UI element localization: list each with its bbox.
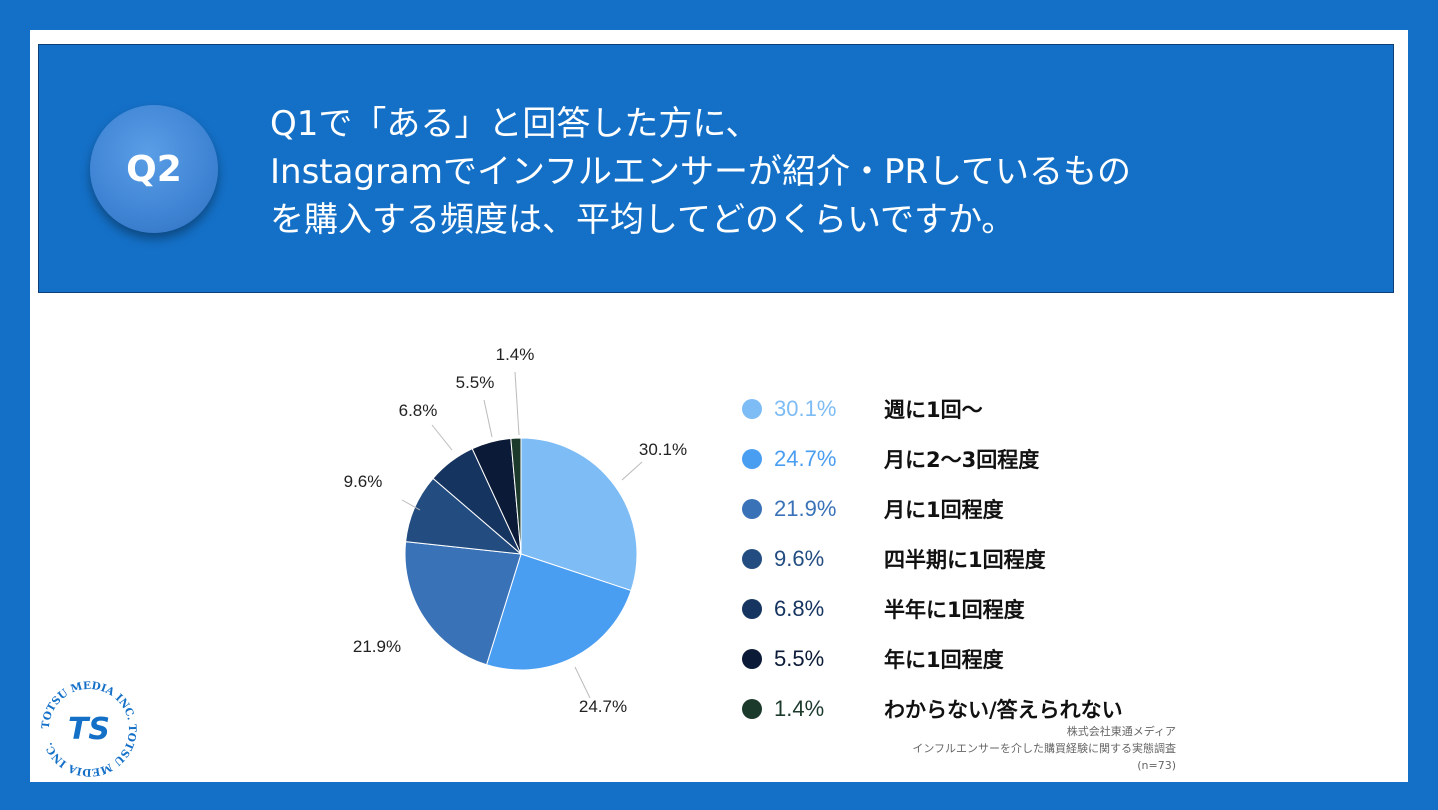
legend-swatch [742,599,762,619]
legend-item: 6.8% 半年に1回程度 [742,584,1202,634]
source-company: 株式会社東通メディア [1066,725,1176,738]
legend-item: 9.6% 四半期に1回程度 [742,534,1202,584]
source-survey: インフルエンサーを介した購買経験に関する実態調査 [912,742,1176,755]
legend-item: 1.4% わからない/答えられない [742,684,1202,734]
leader-line [483,399,493,438]
slice-label: 1.4% [496,345,535,364]
slice-label: 30.1% [639,440,687,459]
source-note: 株式会社東通メディア インフルエンサーを介した購買経験に関する実態調査 (n=7… [912,723,1176,774]
legend-percent: 30.1% [774,396,837,421]
legend-label: 四半期に1回程度 [884,548,1046,572]
legend-percent: 1.4% [774,696,825,721]
legend-swatch [742,699,762,719]
legend-swatch [742,399,762,419]
slice-label: 6.8% [399,401,438,420]
legend-swatch [742,649,762,669]
legend-label: 週に1回〜 [884,398,983,422]
pie-slice [485,553,632,671]
pie-slice [510,437,522,555]
source-sample-size: (n=73) [1137,759,1176,772]
legend-label: 月に1回程度 [884,498,1004,522]
legend-swatch [742,549,762,569]
legend-item: 30.1% 週に1回〜 [742,384,1202,434]
pie-slice [520,437,638,592]
question-line-1: Q1で「ある」と回答した方に、 [270,104,760,144]
question-line-3: を購入する頻度は、平均してどのくらいですか。 [270,200,1016,240]
question-header [38,44,1394,293]
legend-item: 21.9% 月に1回程度 [742,484,1202,534]
leader-line [431,424,453,451]
legend-label: 月に2〜3回程度 [884,448,1040,472]
legend-percent: 6.8% [774,596,825,621]
legend-item: 24.7% 月に2〜3回程度 [742,434,1202,484]
legend-label: わからない/答えられない [884,698,1123,722]
pie-slice [404,541,522,666]
leader-line [574,666,591,699]
totsu-media-logo: TOTSU MEDIA INC. TOTSU MEDIA INC. TS [39,679,139,779]
question-badge: Q2 [90,105,218,233]
question-text: Q1で「ある」と回答した方に、 Instagramでインフルエンサーが紹介・PR… [270,100,1270,244]
leader-line [621,461,643,481]
slice-label: 24.7% [579,697,627,716]
legend-label: 年に1回程度 [884,648,1004,672]
legend: 30.1% 週に1回〜 24.7% 月に2〜3回程度 21.9% 月に1回程度 9.6% 四半… [742,384,1202,734]
legend-item: 5.5% 年に1回程度 [742,634,1202,684]
slice-label: 21.9% [353,637,401,656]
leader-line [401,499,421,511]
legend-swatch [742,499,762,519]
slice-label: 9.6% [344,472,383,491]
legend-percent: 21.9% [774,496,837,521]
legend-percent: 5.5% [774,646,825,671]
leader-line [514,371,520,436]
legend-swatch [742,449,762,469]
slice-label: 5.5% [456,373,495,392]
legend-label: 半年に1回程度 [884,598,1025,622]
question-line-2: Instagramでインフルエンサーが紹介・PRしているもの [270,152,1132,192]
logo-mark: TS [68,712,110,747]
legend-percent: 9.6% [774,546,825,571]
legend-percent: 24.7% [774,446,837,471]
